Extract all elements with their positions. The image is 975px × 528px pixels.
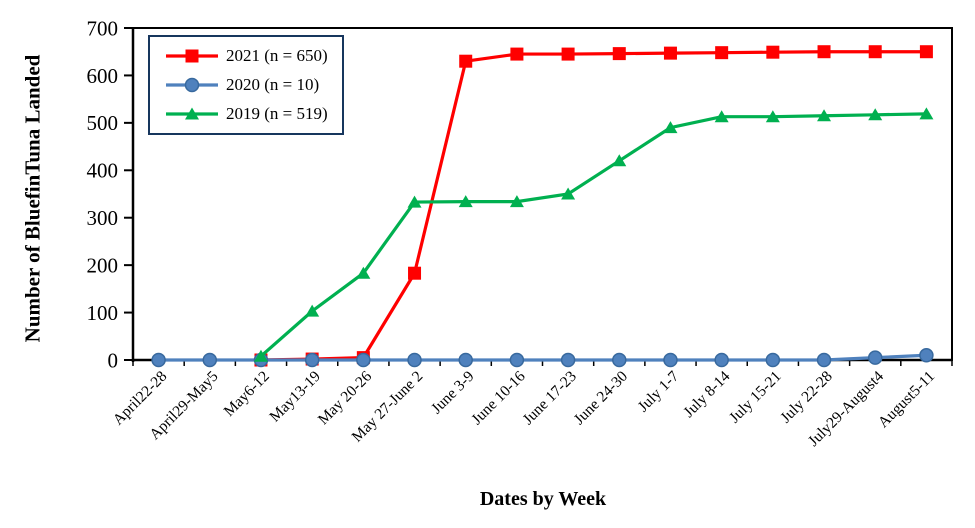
- data-point-marker: [868, 45, 882, 59]
- data-point-marker: [663, 121, 678, 134]
- y-tick-label: 300: [87, 206, 119, 230]
- data-point-marker: [612, 154, 627, 167]
- y-tick-label: 0: [108, 348, 119, 372]
- data-point-marker: [663, 352, 678, 368]
- data-point-marker: [765, 352, 781, 368]
- x-tick-label: May6-12: [221, 368, 273, 420]
- data-point-marker: [408, 266, 422, 280]
- data-point-marker: [715, 46, 729, 60]
- data-point-marker: [184, 77, 200, 93]
- data-point-marker: [663, 46, 677, 60]
- data-point-marker: [561, 187, 576, 200]
- y-tick-label: 200: [87, 253, 119, 277]
- y-tick-label: 500: [87, 111, 119, 135]
- series-line-1: [158, 353, 927, 362]
- data-point-marker: [356, 352, 371, 368]
- data-point-marker: [714, 352, 729, 368]
- data-point-marker: [509, 352, 525, 368]
- data-point-marker: [868, 108, 883, 121]
- legend-marker-2021-icon: [166, 49, 218, 63]
- data-point-marker: [765, 110, 780, 123]
- data-point-marker: [304, 352, 320, 368]
- data-point-marker: [560, 352, 576, 368]
- data-point-marker: [817, 45, 831, 59]
- data-point-marker: [816, 352, 832, 368]
- series-line-0: [260, 50, 927, 362]
- y-tick-label: 700: [87, 16, 119, 40]
- x-tick-label: June 3-9: [428, 368, 478, 418]
- x-tick-label: June 10-16: [468, 368, 529, 429]
- x-axis-title: Dates by Week: [479, 488, 607, 510]
- x-tick-label: July 1-7: [635, 368, 683, 416]
- legend-marker-2020-icon: [166, 77, 218, 93]
- y-axis-title: Number of BluefinTuna Landed: [20, 54, 45, 343]
- data-point-marker: [919, 107, 934, 120]
- y-tick-label: 400: [87, 159, 119, 183]
- x-tick-label: July 15-21: [726, 368, 785, 427]
- data-point-marker: [253, 349, 268, 362]
- legend-item-2019: 2019 (n = 519): [164, 103, 342, 125]
- legend-marker-2019-icon: [166, 107, 218, 120]
- data-point-marker: [185, 49, 199, 63]
- y-tick-label: 600: [87, 64, 119, 88]
- x-tick-label: June 24-30: [571, 368, 632, 429]
- data-point-marker: [919, 348, 934, 363]
- data-point-marker: [919, 45, 933, 59]
- legend-item-2021: 2021 (n = 650): [164, 45, 342, 67]
- data-point-marker: [714, 110, 729, 123]
- data-point-marker: [407, 352, 422, 368]
- data-point-marker: [817, 109, 832, 122]
- legend-label-2020: 2020 (n = 10): [226, 74, 320, 94]
- data-point-marker: [305, 304, 320, 317]
- data-point-marker: [561, 47, 575, 61]
- legend-item-2020: 2020 (n = 10): [164, 74, 342, 96]
- data-point-marker: [766, 45, 780, 59]
- data-point-marker: [458, 195, 473, 208]
- data-point-marker: [459, 54, 473, 68]
- data-point-marker: [612, 47, 626, 61]
- x-tick-label: July 8-14: [680, 368, 733, 421]
- data-point-marker: [458, 352, 473, 368]
- legend-label-2019: 2019 (n = 519): [226, 104, 328, 124]
- series-line-2: [259, 112, 927, 358]
- legend: 2021 (n = 650) 2020 (n = 10) 2019 (n = 5…: [148, 35, 344, 135]
- y-tick-label: 100: [87, 301, 119, 325]
- data-point-marker: [185, 107, 199, 120]
- data-point-marker: [612, 352, 627, 368]
- legend-label-2021: 2021 (n = 650): [226, 45, 328, 65]
- data-point-marker: [407, 195, 422, 208]
- data-point-marker: [510, 47, 524, 61]
- data-point-marker: [509, 195, 524, 208]
- x-tick-label: June 17-23: [519, 368, 580, 429]
- data-point-marker: [151, 352, 166, 368]
- data-point-marker: [867, 350, 883, 365]
- data-point-marker: [202, 352, 218, 368]
- data-point-marker: [356, 266, 371, 279]
